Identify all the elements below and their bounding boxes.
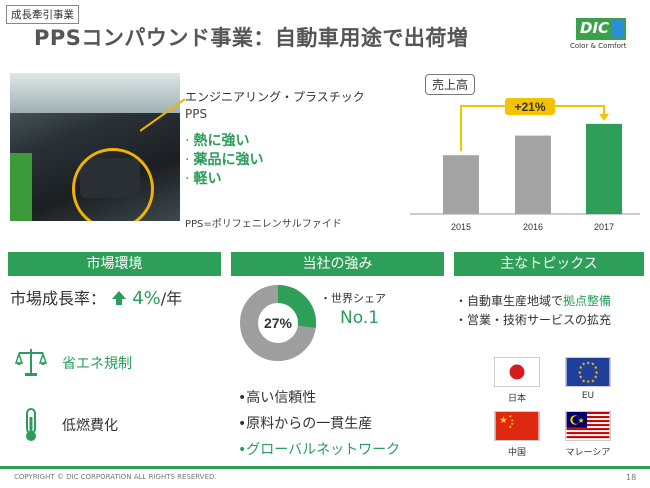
thermometer-icon [14,407,48,441]
share-percent: 27% [264,315,293,331]
section-header-market: 市場環境 [8,252,221,276]
growth-value: 4% [132,288,161,309]
logo-tagline: Color & Comfort [570,42,627,50]
flag-label-japan: 日本 [507,394,526,404]
svg-text:★: ★ [578,370,582,376]
svg-text:★: ★ [509,415,513,419]
page-number: 18 [626,473,637,482]
chart-title: 売上高 [425,74,476,95]
strength-point: •グローバルネットワーク [238,442,401,458]
footer-rule [0,466,650,469]
bar-2015 [443,155,479,214]
pointer-line [140,98,186,132]
pps-label: PPS [185,107,208,121]
highlight-circle [72,148,154,221]
china-flag-icon: ★ ★ ★ ★ ★ [494,411,540,441]
feature-item: · 熱に強い [185,133,250,149]
svg-text:★: ★ [499,415,507,426]
strength-point: •原料からの一貫生産 [238,416,373,432]
company-logo: DIC Color & Comfort [570,18,634,52]
svg-text:★: ★ [510,418,514,422]
arrow-up-icon [111,289,132,308]
svg-text:★: ★ [578,416,585,425]
x-tick-label: 2016 [523,222,543,232]
svg-text:★: ★ [510,422,514,426]
svg-text:★: ★ [594,365,598,371]
market-share-donut: 27% [240,285,316,361]
bar-2016 [515,135,551,214]
engineering-plastics-label: エンジニアリング・プラスチック [185,90,365,104]
market-growth: 市場成長率： 4%/年 [10,285,182,309]
pps-definition: PPS=ポリフェニレンサルファイド [185,219,342,230]
svg-text:★: ★ [509,425,513,429]
svg-text:★: ★ [586,361,590,367]
copyright: COPYRIGHT © DIC CORPORATION ALL RIGHTS R… [14,473,217,481]
japan-flag-icon [494,357,540,387]
flag-label-china: 中国 [507,448,526,458]
svg-text:★: ★ [581,361,585,367]
svg-text:★: ★ [591,378,595,384]
growth-annotation: +21% [514,100,545,114]
svg-text:★: ★ [581,378,585,384]
flag-label-eu: EU [581,391,595,401]
svg-text:★: ★ [586,379,590,385]
svg-text:★: ★ [579,375,583,381]
malaysia-flag-icon: ★ [565,411,611,441]
growth-label: 市場成長率： [10,289,107,308]
flag-label-malaysia: マレーシア [565,448,611,458]
growth-unit: /年 [160,289,183,308]
growth-arrow [599,113,609,121]
bar-2017 [586,123,622,214]
svg-text:★: ★ [594,375,598,381]
section-tag: 成長牽引事業 [6,5,79,24]
x-tick-label: 2017 [594,222,614,232]
share-label: ・世界シェア [320,292,386,305]
share-rank: No.1 [340,308,380,328]
eu-flag-icon: ★ ★★★ ★★★★ ★★★★ [565,357,611,387]
market-item-label: 省エネ規制 [62,356,132,372]
logo-mark: DIC [580,19,610,37]
x-tick-label: 2015 [451,222,471,232]
page-title: PPSコンパウンド事業：自動車用途で出荷増 [34,26,469,50]
engine-photo [10,73,180,221]
sales-bar-chart: 2015 2016 2017 +21% [410,98,640,232]
growth-badge [505,98,555,115]
feature-item: · 薬品に強い [185,152,264,168]
svg-text:★: ★ [579,365,583,371]
market-item-label: 低燃費化 [62,418,118,434]
topic-highlight: 拠点整備 [563,294,612,308]
strength-point: •高い信頼性 [238,390,317,406]
topic-item: ・営業・技術サービスの拡充 [455,313,612,327]
topic-item: ・自動車生産地域で拠点整備 [455,294,612,308]
feature-list: · 熱に強い · 薬品に強い · 軽い [185,132,263,189]
svg-text:★: ★ [591,361,595,367]
svg-text:★: ★ [595,370,599,376]
section-header-topics: 主なトピックス [454,252,644,276]
scale-icon [14,345,48,379]
section-header-strength: 当社の強み [231,252,444,276]
feature-item: · 軽い [185,171,222,187]
